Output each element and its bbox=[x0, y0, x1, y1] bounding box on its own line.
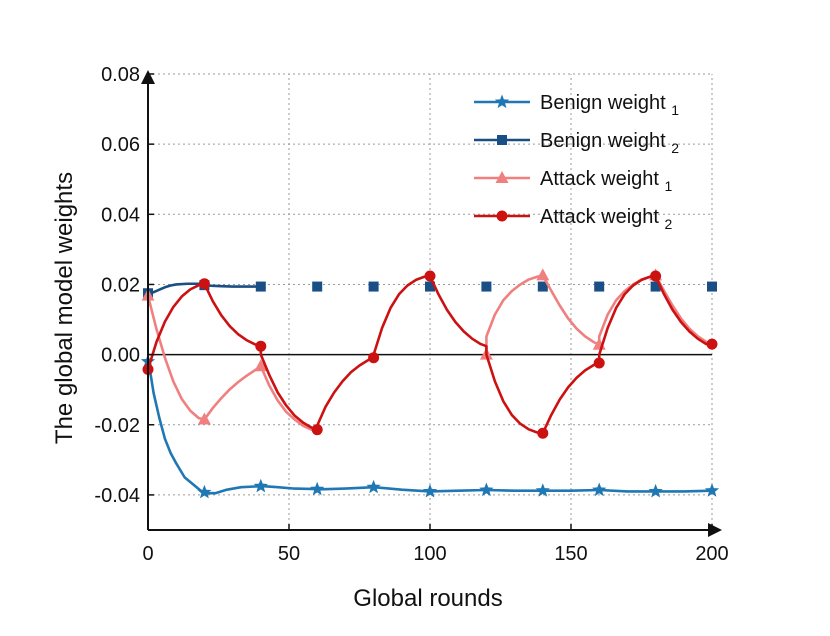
legend-marker bbox=[495, 171, 509, 183]
data-point-marker bbox=[650, 270, 662, 282]
legend-marker bbox=[496, 210, 508, 222]
data-point-marker bbox=[425, 281, 435, 292]
data-point-marker bbox=[706, 338, 718, 350]
y-tick-label: 0.04 bbox=[101, 204, 140, 226]
data-point-marker bbox=[197, 484, 212, 499]
data-point-marker bbox=[648, 483, 663, 498]
x-tick-label: 200 bbox=[695, 543, 728, 565]
data-point-marker bbox=[707, 281, 717, 292]
legend-label: Attack weight 2 bbox=[540, 206, 673, 232]
y-axis-arrow bbox=[141, 70, 155, 84]
legend-label: Attack weight 1 bbox=[540, 168, 673, 194]
data-point-marker bbox=[537, 427, 549, 439]
y-tick-label: -0.04 bbox=[94, 485, 140, 507]
legend-item: Benign weight 1 bbox=[474, 92, 679, 118]
data-point-marker bbox=[536, 268, 550, 281]
data-point-marker bbox=[593, 357, 605, 369]
data-point-marker bbox=[650, 281, 661, 292]
x-axis-label: Global rounds bbox=[353, 585, 502, 612]
data-point-marker bbox=[704, 483, 720, 497]
legend-item: Attack weight 1 bbox=[474, 168, 673, 194]
data-point-marker bbox=[537, 281, 548, 292]
data-point-marker bbox=[253, 478, 268, 493]
data-point-marker bbox=[366, 479, 381, 494]
data-point-marker bbox=[198, 278, 210, 290]
data-point-marker bbox=[592, 482, 607, 497]
legend: Benign weight 1 Benign weight 2 Attack wei… bbox=[474, 92, 679, 232]
data-point-marker bbox=[422, 483, 438, 498]
data-point-marker bbox=[312, 281, 323, 292]
data-point-marker bbox=[368, 352, 380, 364]
data-point-marker bbox=[255, 281, 266, 292]
x-tick-label: 100 bbox=[413, 543, 446, 565]
data-point-marker bbox=[594, 281, 605, 292]
data-point-marker bbox=[479, 482, 494, 497]
data-point-marker bbox=[368, 281, 379, 292]
series-line bbox=[146, 361, 713, 495]
legend-marker bbox=[497, 135, 507, 145]
y-tick-label: -0.02 bbox=[94, 415, 140, 437]
data-point-marker bbox=[255, 340, 267, 352]
y-tick-label: 0.08 bbox=[101, 64, 140, 86]
data-point-marker bbox=[254, 359, 268, 372]
x-tick-label: 0 bbox=[142, 543, 153, 565]
legend-marker bbox=[494, 94, 510, 109]
series-1 bbox=[140, 354, 720, 499]
y-axis-label: The global model weights bbox=[51, 172, 78, 444]
data-point-marker bbox=[424, 270, 436, 282]
legend-label: Benign weight 1 bbox=[540, 92, 679, 118]
y-tick-label: 0.00 bbox=[101, 345, 140, 367]
x-tick-label: 150 bbox=[554, 543, 587, 565]
legend-item: Benign weight 2 bbox=[474, 130, 679, 156]
data-point-marker bbox=[197, 412, 211, 425]
legend-item: Attack weight 2 bbox=[474, 206, 673, 232]
tick-labels: 0 50 100 150 200 -0.04 -0.02 0.00 0.02 0.04 0.06 0.… bbox=[94, 64, 728, 565]
legend-label: Benign weight 2 bbox=[540, 130, 679, 156]
y-tick-label: 0.02 bbox=[101, 274, 140, 296]
data-point-marker bbox=[481, 281, 492, 292]
data-point-marker bbox=[311, 424, 323, 436]
data-point-marker bbox=[535, 483, 550, 497]
x-axis-arrow bbox=[708, 523, 722, 537]
y-tick-label: 0.06 bbox=[101, 134, 140, 156]
x-tick-label: 50 bbox=[278, 543, 300, 565]
data-point-marker bbox=[310, 481, 325, 496]
series-lines bbox=[140, 268, 720, 499]
